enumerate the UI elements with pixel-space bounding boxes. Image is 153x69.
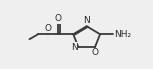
Text: N: N [83,16,90,25]
Text: NH₂: NH₂ [114,30,131,39]
Text: O: O [45,24,52,33]
Text: N: N [71,43,78,52]
Text: O: O [91,48,98,57]
Text: O: O [55,14,62,23]
